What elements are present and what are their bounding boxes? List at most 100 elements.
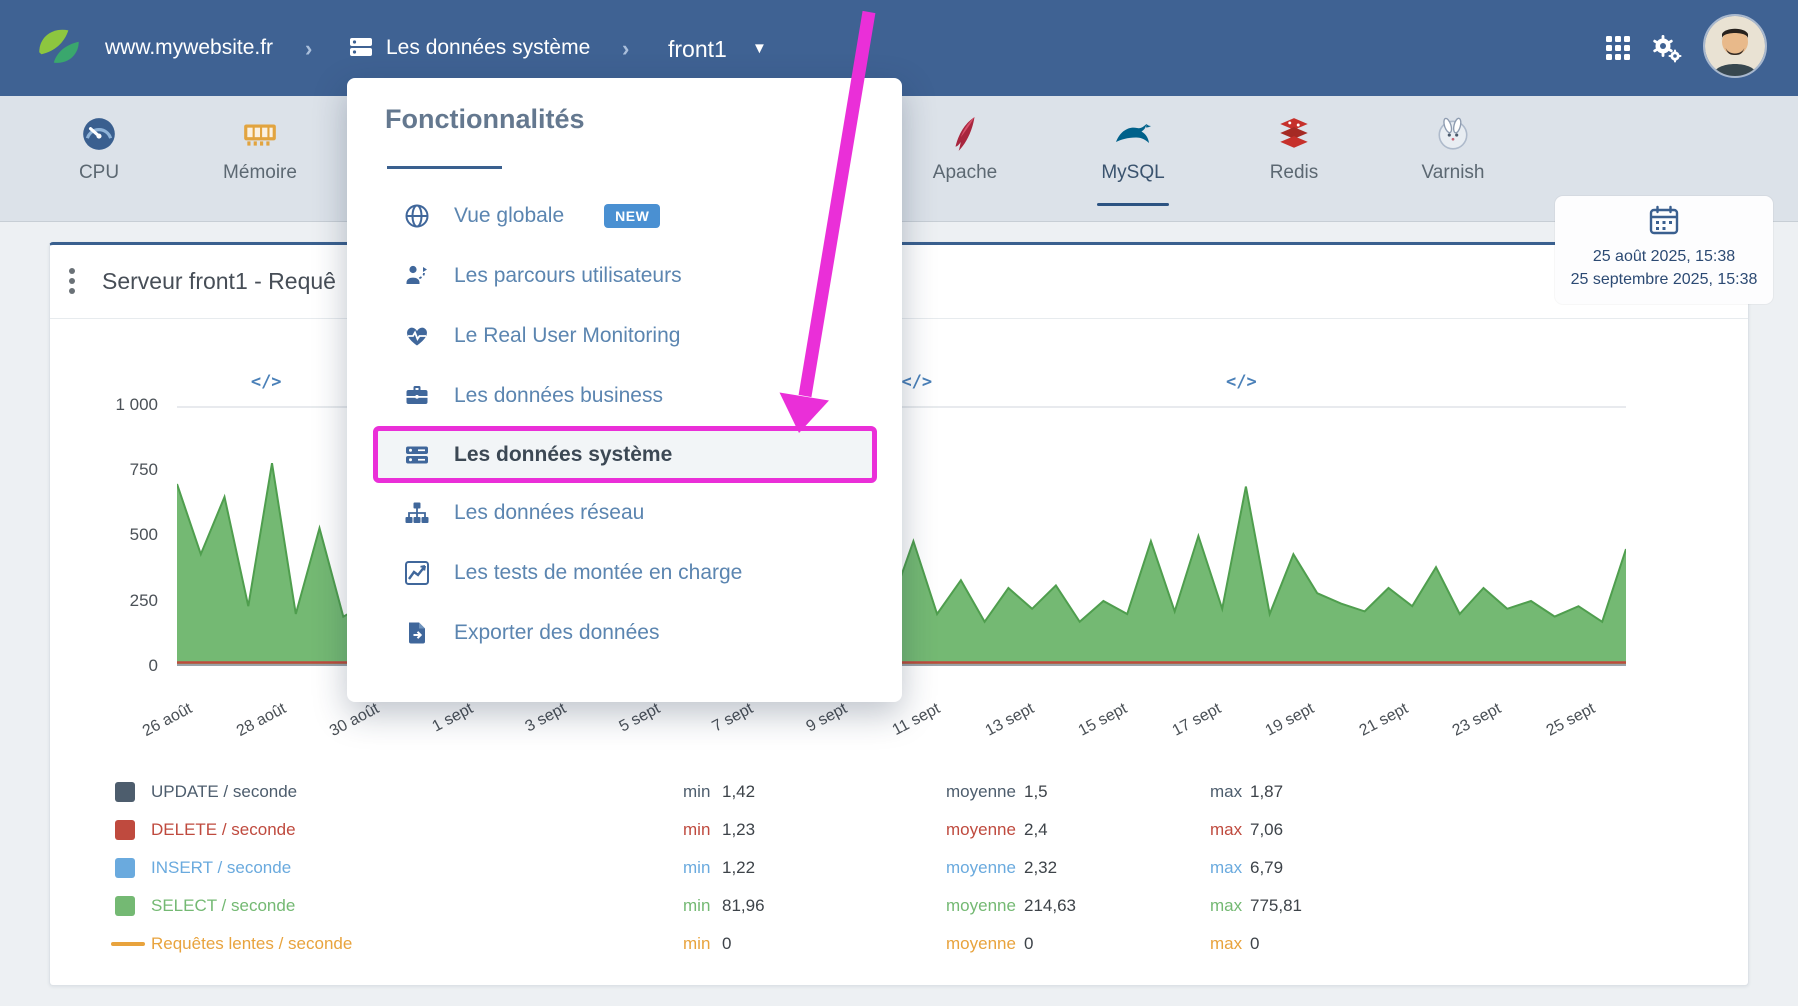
y-axis-label: 1 000	[115, 395, 158, 414]
menu-item-real-user-monitoring[interactable]: Le Real User Monitoring	[347, 306, 902, 366]
date-range-picker[interactable]: 25 août 2025, 15:38 25 septembre 2025, 1…	[1555, 196, 1773, 304]
features-menu-title: Fonctionnalités	[385, 104, 585, 134]
tab-label: Apache	[932, 162, 998, 183]
menu-item-donnees-systeme[interactable]: Les données système	[373, 426, 877, 483]
card-title: Serveur front1 - Requê	[102, 268, 336, 294]
legend-swatch	[115, 782, 135, 802]
avg-label: moyenne	[946, 896, 1016, 915]
legend-row-delete[interactable]: DELETE / seconde min 1,23 moyenne 2,4 ma…	[115, 811, 1515, 849]
mysql-dolphin-icon	[1113, 112, 1153, 156]
menu-item-exporter-donnees[interactable]: Exporter des données	[347, 603, 902, 663]
tab-label: MySQL	[1101, 162, 1165, 183]
menu-item-label: Les tests de montée en charge	[454, 561, 743, 584]
code-annotation-marker[interactable]: </>	[250, 372, 282, 392]
menu-item-vue-globale[interactable]: Vue globale NEW	[347, 186, 902, 246]
legend-swatch	[115, 896, 135, 916]
max-value: 1,87	[1250, 782, 1284, 801]
code-annotation-marker[interactable]: </>	[1226, 372, 1257, 392]
max-label: max	[1210, 820, 1243, 839]
menu-item-donnees-business[interactable]: Les données business	[347, 366, 902, 426]
code-annotation-marker[interactable]: </>	[901, 372, 933, 392]
y-axis-label: 0	[148, 656, 158, 675]
max-value: 775,81	[1250, 896, 1302, 915]
tab-label: CPU	[78, 162, 120, 183]
avg-value: 2,4	[1024, 820, 1048, 839]
menu-item-label: Les données système	[454, 442, 673, 466]
tab-cpu[interactable]: CPU	[37, 108, 161, 208]
calendar-icon	[1648, 204, 1680, 241]
max-value: 7,06	[1250, 820, 1284, 839]
avg-label: moyenne	[946, 934, 1016, 953]
date-range-end: 25 septembre 2025, 15:38	[1570, 271, 1758, 288]
memory-icon	[241, 112, 279, 156]
breadcrumb-section[interactable]: Les données système	[386, 36, 591, 59]
chart-legend: UPDATE / seconde min 1,42 moyenne 1,5 ma…	[111, 773, 1515, 963]
caret-down-icon[interactable]: ▼	[752, 40, 767, 57]
select-area-series	[177, 463, 1626, 666]
tab-mysql[interactable]: MySQL	[1071, 108, 1195, 208]
min-value: 81,96	[722, 896, 765, 915]
legend-label: UPDATE / seconde	[151, 782, 298, 801]
menu-item-label: Vue globale	[454, 204, 565, 227]
apps-grid-icon[interactable]	[1600, 30, 1636, 66]
breadcrumb-site[interactable]: www.mywebsite.fr	[105, 36, 274, 59]
avg-label: moyenne	[946, 820, 1016, 839]
menu-item-tests-montee-en-charge[interactable]: Les tests de montée en charge	[347, 543, 902, 603]
briefcase-icon	[402, 383, 432, 409]
menu-item-parcours-utilisateurs[interactable]: Les parcours utilisateurs	[347, 246, 902, 306]
new-badge: NEW	[604, 204, 661, 228]
max-label: max	[1210, 782, 1243, 801]
menu-item-label: Les données réseau	[454, 501, 645, 524]
tab-apache[interactable]: Apache	[903, 108, 1027, 208]
legend-swatch	[115, 858, 135, 878]
max-value: 0	[1250, 934, 1260, 953]
legend-swatch	[115, 820, 135, 840]
avatar[interactable]	[1703, 14, 1767, 78]
legend-row-select[interactable]: SELECT / seconde min 81,96 moyenne 214,6…	[115, 887, 1515, 925]
chevron-right-icon: ›	[622, 36, 630, 61]
menu-item-donnees-reseau[interactable]: Les données réseau	[347, 483, 902, 543]
max-label: max	[1210, 858, 1243, 877]
menu-item-label: Le Real User Monitoring	[454, 324, 681, 347]
varnish-rabbit-icon	[1434, 112, 1472, 156]
menu-item-label: Les parcours utilisateurs	[454, 264, 682, 287]
avg-label: moyenne	[946, 858, 1016, 877]
min-label: min	[683, 782, 711, 801]
leaf-logo-icon[interactable]	[32, 20, 86, 79]
y-axis-label: 250	[129, 591, 158, 610]
min-label: min	[683, 858, 711, 877]
min-value: 1,42	[722, 782, 756, 801]
title-underline	[387, 166, 502, 169]
y-axis-label: 500	[129, 525, 158, 544]
settings-gears-icon[interactable]	[1648, 30, 1684, 66]
tab-varnish[interactable]: Varnish	[1391, 108, 1515, 208]
min-value: 1,22	[722, 858, 756, 877]
max-label: max	[1210, 896, 1243, 915]
export-icon	[402, 620, 432, 646]
legend-row-insert[interactable]: INSERT / seconde min 1,22 moyenne 2,32 m…	[115, 849, 1515, 887]
server-stack-icon	[348, 34, 374, 65]
max-value: 6,79	[1250, 858, 1284, 877]
cpu-gauge-icon	[80, 112, 118, 156]
avg-value: 0	[1024, 934, 1034, 953]
legend-row-update[interactable]: UPDATE / seconde min 1,42 moyenne 1,5 ma…	[115, 773, 1515, 811]
tab-memoire[interactable]: Mémoire	[198, 108, 322, 208]
network-icon	[402, 500, 432, 526]
server-switcher[interactable]: front1	[668, 36, 727, 62]
tab-redis[interactable]: Redis	[1232, 108, 1356, 208]
redis-cube-icon	[1275, 112, 1313, 156]
menu-item-label: Exporter des données	[454, 621, 660, 644]
legend-swatch	[111, 942, 145, 946]
globe-icon	[402, 203, 432, 229]
avg-value: 2,32	[1024, 858, 1058, 877]
legend-row-slow-queries[interactable]: Requêtes lentes / seconde min 0 moyenne …	[111, 925, 1515, 963]
apache-feather-icon	[946, 112, 984, 156]
features-menu: Fonctionnalités Vue globale NEW	[347, 78, 902, 702]
legend-label: DELETE / seconde	[151, 820, 296, 839]
heart-pulse-icon	[402, 323, 432, 349]
avg-value: 214,63	[1024, 896, 1076, 915]
min-value: 0	[722, 934, 732, 953]
kebab-menu-icon[interactable]	[68, 266, 90, 294]
tab-label: Redis	[1269, 162, 1319, 183]
